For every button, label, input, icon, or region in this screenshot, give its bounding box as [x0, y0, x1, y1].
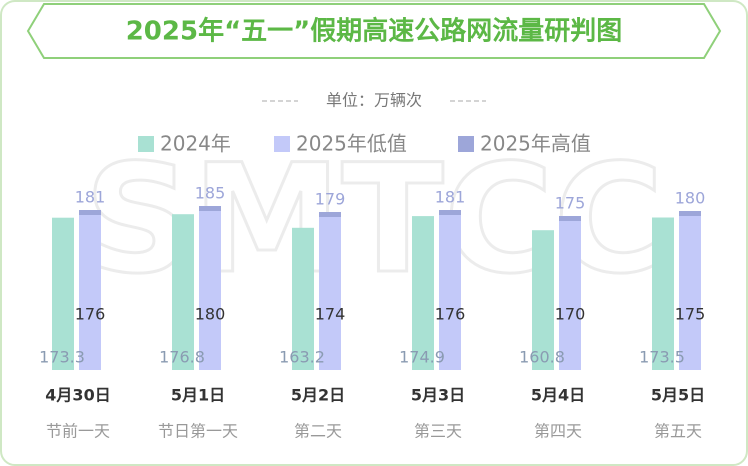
bar-2024 [532, 230, 554, 370]
value-label-2024: 173.3 [39, 348, 85, 367]
day-label: 第三天 [414, 422, 462, 441]
bar-2024 [292, 227, 314, 370]
value-label-high: 175 [555, 194, 586, 213]
bar-2025-low [559, 221, 581, 370]
value-label-2024: 176.8 [159, 348, 205, 367]
x-tick-label: 5月2日 [291, 386, 345, 405]
bar-2025-low [319, 217, 341, 370]
subtitle: 单位：万辆次 [326, 91, 422, 110]
day-label: 节日第一天 [158, 422, 238, 441]
legend-label: 2025年低值 [296, 132, 407, 156]
value-label-low: 176 [75, 305, 106, 324]
bar-2025-low [199, 211, 221, 370]
day-label: 节前一天 [46, 422, 110, 441]
bar-2024 [652, 217, 674, 370]
value-label-low: 174 [315, 305, 346, 324]
bar-2024 [52, 217, 74, 370]
value-label-high: 181 [435, 188, 466, 207]
x-tick-label: 5月4日 [531, 386, 585, 405]
x-tick-label: 5月3日 [411, 386, 465, 405]
legend-label: 2025年高值 [480, 132, 591, 156]
title-banner [26, 3, 722, 59]
value-label-2024: 174.9 [399, 348, 445, 367]
value-label-high: 181 [75, 188, 106, 207]
day-label: 第二天 [294, 422, 342, 441]
legend-swatch [458, 136, 474, 152]
value-label-high: 179 [315, 190, 346, 209]
x-tick-label: 5月5日 [651, 386, 705, 405]
day-label: 第五天 [654, 422, 702, 441]
value-label-low: 176 [435, 305, 466, 324]
day-label: 第四天 [534, 422, 582, 441]
x-tick-label: 4月30日 [45, 386, 110, 405]
bar-2025-low [79, 215, 101, 370]
value-label-2024: 173.5 [639, 348, 685, 367]
legend-swatch [138, 136, 154, 152]
bar-2024 [412, 216, 434, 370]
bar-2025-low [439, 215, 461, 370]
value-label-2024: 163.2 [279, 348, 325, 367]
bar-2025-low [679, 216, 701, 370]
bar-2024 [172, 214, 194, 370]
value-label-high: 180 [675, 189, 706, 208]
value-label-high: 185 [195, 184, 226, 203]
value-label-low: 180 [195, 305, 226, 324]
value-label-low: 175 [675, 305, 706, 324]
chart-title: 2025年“五一”假期高速公路网流量研判图 [126, 16, 623, 47]
x-tick-label: 5月1日 [171, 386, 225, 405]
value-label-2024: 160.8 [519, 348, 565, 367]
legend-swatch [274, 136, 290, 152]
legend-label: 2024年 [160, 132, 231, 156]
value-label-low: 170 [555, 305, 586, 324]
